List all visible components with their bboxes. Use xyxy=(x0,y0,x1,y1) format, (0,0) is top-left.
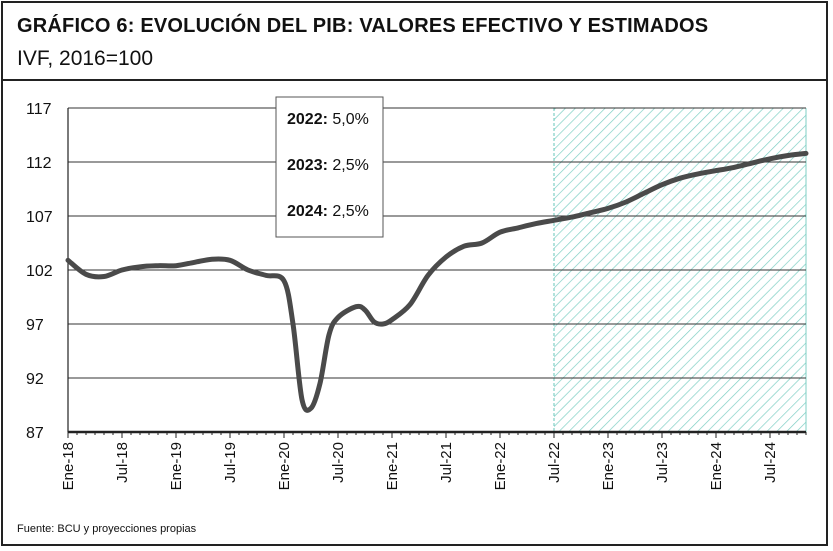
gdp-series-line xyxy=(65,150,809,413)
growth-annotation-box: 2022: 5,0% 2023: 2,5% 2024: 2,5% xyxy=(275,96,384,238)
x-tick-label: Jul-22 xyxy=(546,442,563,483)
x-tick-label: Jul-23 xyxy=(654,442,671,483)
y-tick-label: 92 xyxy=(26,371,44,388)
y-tick-label: 107 xyxy=(26,209,53,226)
x-tick-label: Jul-19 xyxy=(222,442,239,483)
y-tick-label: 112 xyxy=(26,155,52,172)
x-tick-label: Ene-24 xyxy=(708,442,725,490)
x-tick-label: Ene-20 xyxy=(276,442,293,490)
x-tick-label: Ene-18 xyxy=(60,442,77,490)
y-tick-label: 102 xyxy=(26,263,53,280)
y-tick-label: 87 xyxy=(26,425,44,442)
x-tick-label: Jul-18 xyxy=(114,442,131,483)
x-tick-label: Ene-19 xyxy=(168,442,185,490)
growth-annotation: 2024: 2,5% xyxy=(287,203,369,220)
x-tick-label: Ene-22 xyxy=(492,442,509,490)
x-tick-label: Jul-21 xyxy=(438,442,455,483)
chart-header: GRÁFICO 6: EVOLUCIÓN DEL PIB: VALORES EF… xyxy=(3,3,826,81)
y-tick-label: 97 xyxy=(26,317,44,334)
source-note: Fuente: BCU y proyecciones propias xyxy=(17,523,197,535)
x-tick-label: Jul-24 xyxy=(762,442,779,483)
growth-annotation: 2023: 2,5% xyxy=(287,157,369,174)
x-tick-label: Ene-21 xyxy=(384,442,401,490)
x-tick-label: Jul-20 xyxy=(330,442,347,483)
growth-annotation: 2022: 5,0% xyxy=(287,111,369,128)
chart-title: GRÁFICO 6: EVOLUCIÓN DEL PIB: VALORES EF… xyxy=(17,15,709,37)
chart-subtitle: IVF, 2016=100 xyxy=(17,47,154,70)
x-tick-label: Ene-23 xyxy=(600,442,617,490)
y-tick-label: 117 xyxy=(26,101,52,118)
